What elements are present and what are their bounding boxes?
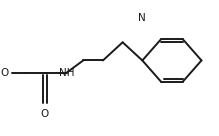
Text: NH: NH xyxy=(59,68,74,78)
Text: N: N xyxy=(138,13,146,23)
Text: O: O xyxy=(41,109,49,119)
Text: O: O xyxy=(0,68,9,78)
